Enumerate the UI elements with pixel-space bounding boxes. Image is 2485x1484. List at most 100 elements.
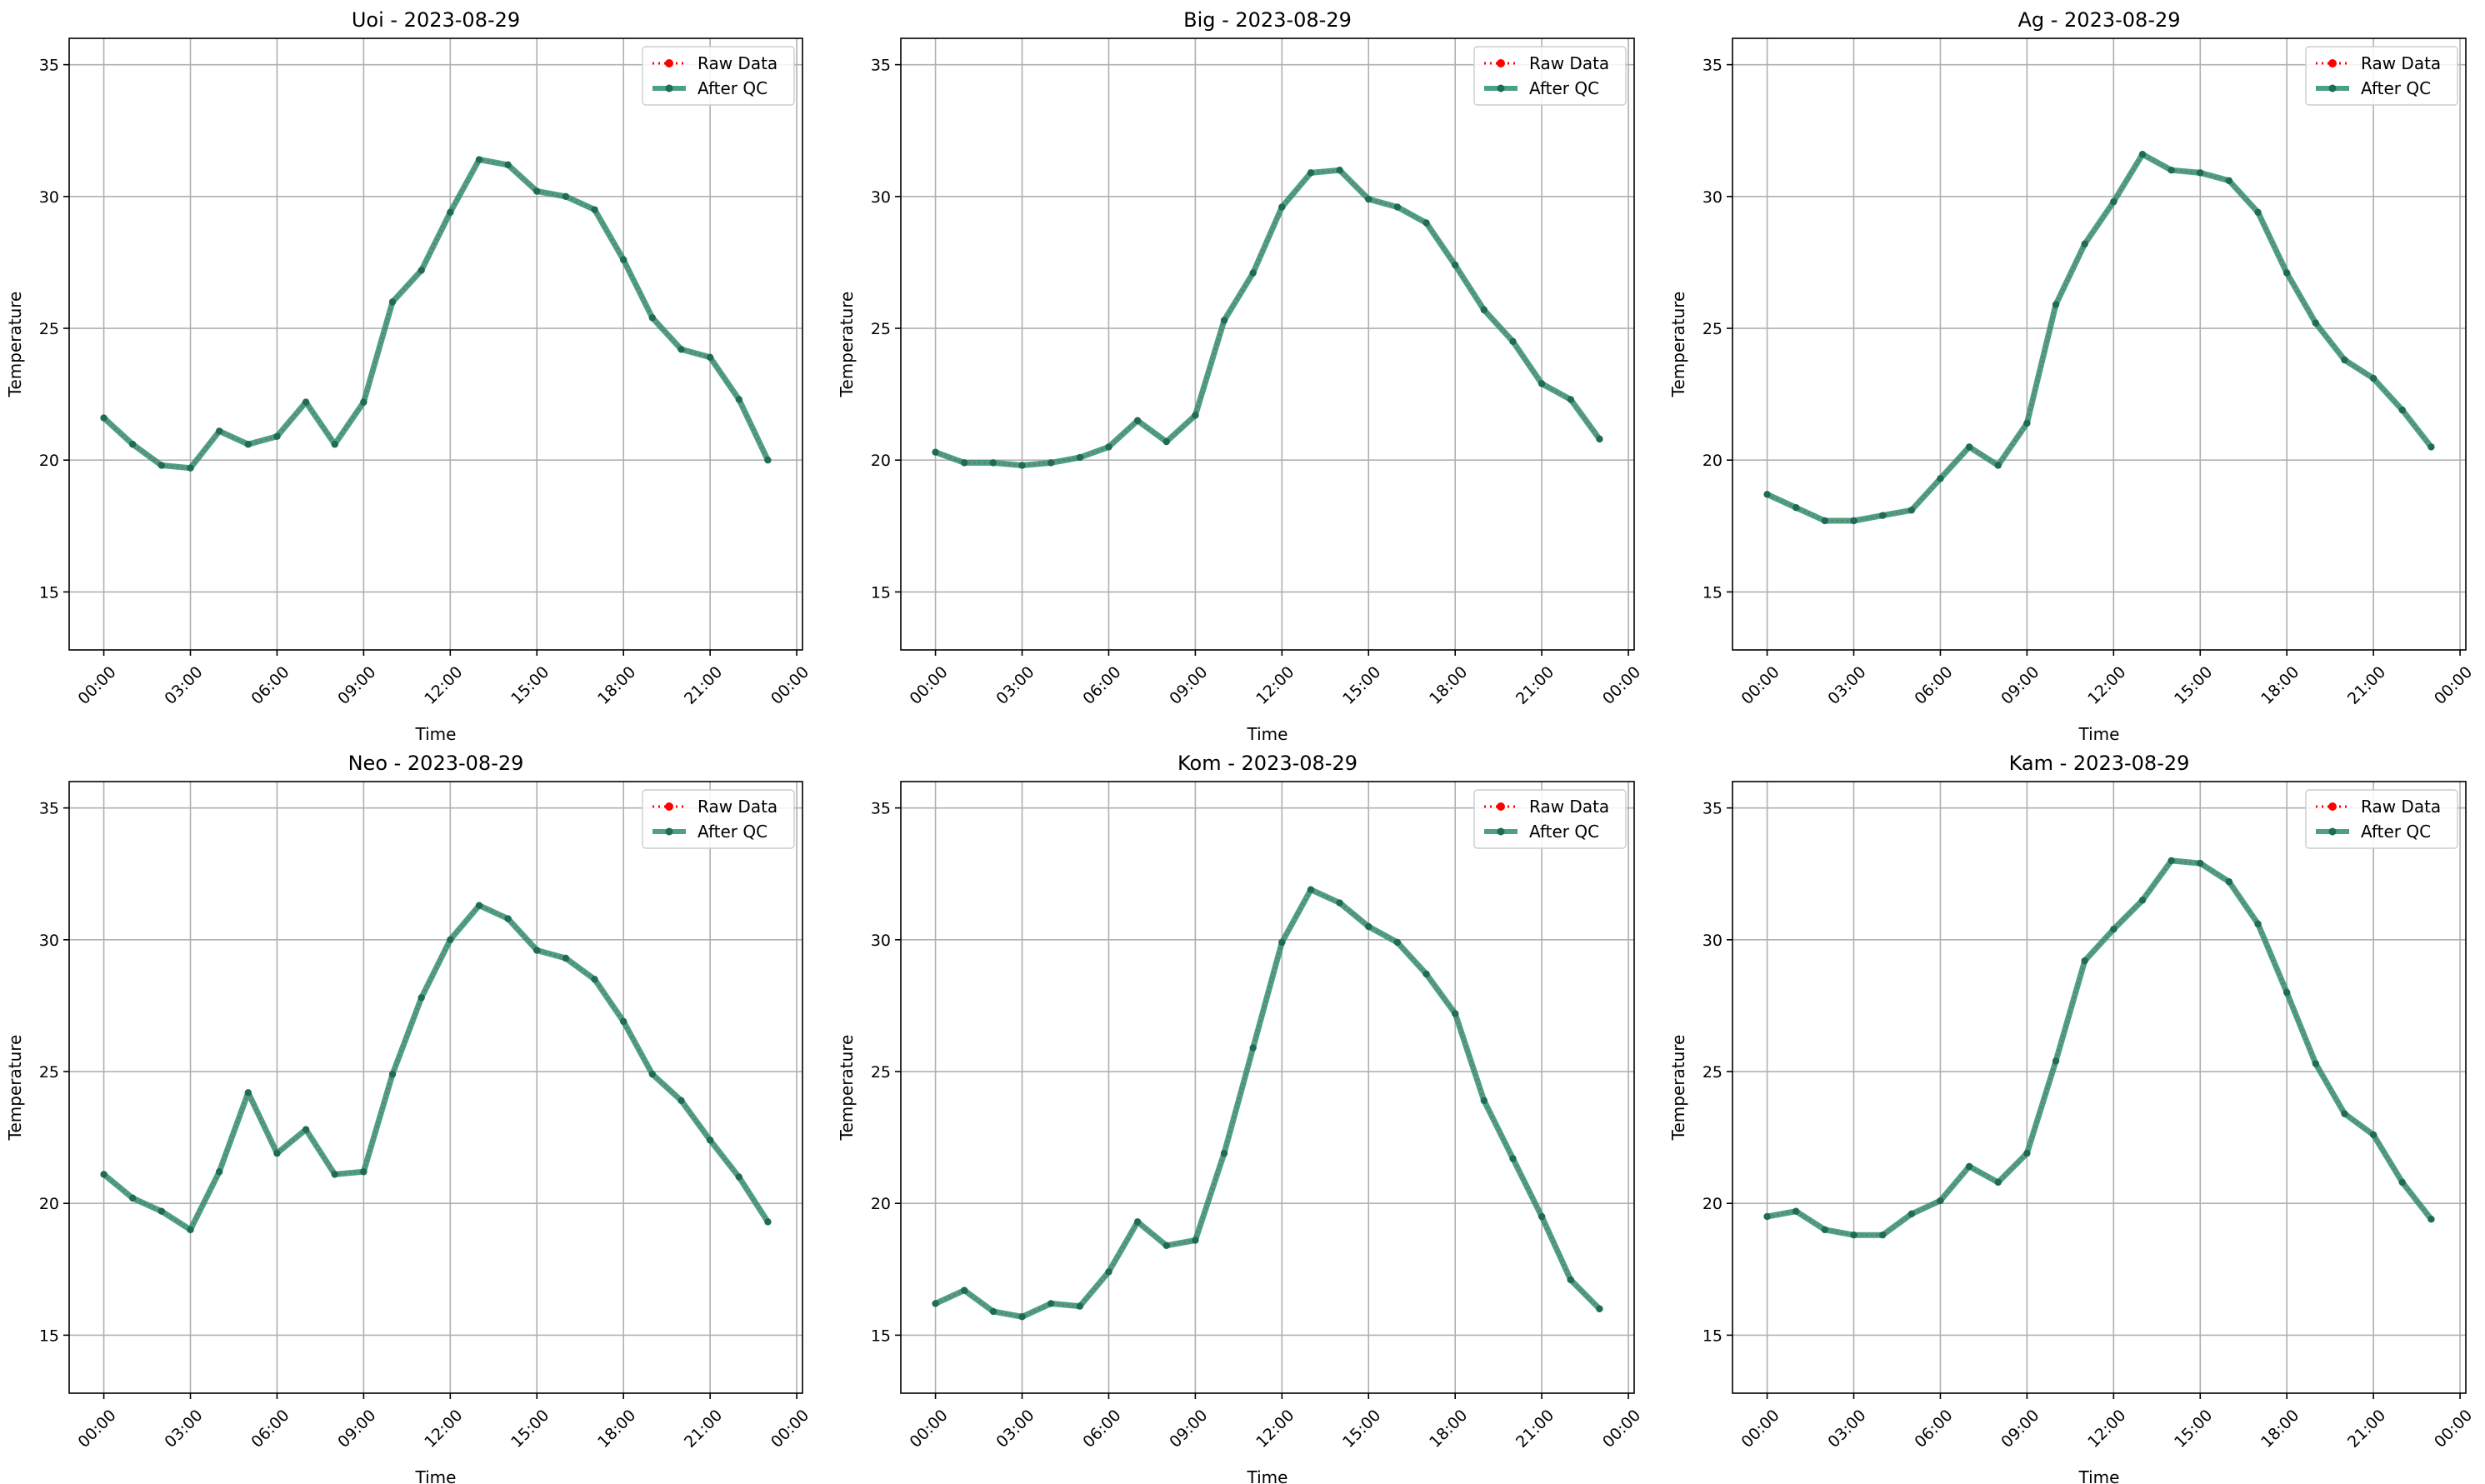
data-point <box>961 1287 968 1294</box>
data-point <box>1105 443 1112 451</box>
data-point <box>2081 957 2088 965</box>
data-point <box>1763 491 1771 498</box>
data-point <box>1365 195 1372 203</box>
data-point <box>158 462 166 469</box>
series-line-after-qc <box>1764 151 2434 524</box>
data-point <box>1538 380 1546 387</box>
data-point <box>302 1126 310 1133</box>
legend-label-raw-data: Raw Data <box>2361 53 2441 73</box>
y-tick-label: 25 <box>871 320 891 338</box>
data-point <box>1763 1212 1771 1221</box>
data-point <box>2225 878 2233 886</box>
data-point <box>932 1300 939 1307</box>
data-point <box>100 414 108 422</box>
data-point <box>1878 512 1887 519</box>
y-tick-label: 15 <box>39 1327 59 1345</box>
y-tick-label: 30 <box>39 932 59 950</box>
x-axis-label: Time <box>2078 1467 2120 1484</box>
chart-title: Kom - 2023-08-29 <box>1178 752 1358 775</box>
x-tick-label: 00:00 <box>1599 663 1644 708</box>
data-point <box>244 441 252 448</box>
data-point <box>1162 1242 1170 1250</box>
x-tick-label: 00:00 <box>768 1407 812 1452</box>
data-point <box>1105 1268 1112 1276</box>
x-tick-label: 09:00 <box>1166 1407 1211 1452</box>
data-point <box>1878 1231 1887 1239</box>
legend-qc-marker <box>1497 827 1505 836</box>
data-point <box>504 915 512 922</box>
data-point <box>1422 219 1430 227</box>
data-point <box>1307 169 1315 177</box>
data-point <box>1307 886 1315 893</box>
data-point <box>2110 197 2118 206</box>
y-tick-label: 20 <box>1702 452 1722 470</box>
data-point <box>1792 1207 1800 1215</box>
x-tick-label: 03:00 <box>992 1407 1038 1452</box>
legend-qc-marker <box>1497 84 1505 92</box>
x-tick-label: 00:00 <box>1599 1407 1644 1452</box>
data-point <box>1480 1097 1488 1105</box>
series-line-raw-data <box>102 904 769 1232</box>
data-point <box>1018 1313 1026 1321</box>
data-point <box>1965 443 1973 451</box>
series-line-after-qc <box>932 887 1602 1320</box>
data-point <box>2254 920 2262 928</box>
data-point <box>706 1137 714 1144</box>
data-point <box>562 954 570 962</box>
x-tick-label: 12:00 <box>1252 663 1298 708</box>
data-point <box>129 441 137 448</box>
chart-title: Ag - 2023-08-29 <box>2018 8 2180 32</box>
data-point <box>215 1168 223 1176</box>
y-tick-label: 35 <box>39 800 59 818</box>
chart-panel-4: 15 20 25 30 35 00:00 03:00 06:00 09:00 12:00 15:00… <box>837 752 1644 1484</box>
legend-raw-marker <box>2328 802 2337 811</box>
chart-panel-1: 15 20 25 30 35 00:00 03:00 06:00 09:00 12:00 15:00… <box>837 8 1644 744</box>
data-point <box>562 192 570 201</box>
x-tick-label: 00:00 <box>74 663 119 708</box>
x-tick-label: 09:00 <box>1166 663 1211 708</box>
grid <box>69 782 802 1393</box>
x-axis-label: Time <box>415 724 457 744</box>
legend-label-after-qc: After QC <box>1529 822 1599 842</box>
x-tick-label: 12:00 <box>1252 1407 1298 1452</box>
legend-label-after-qc: After QC <box>2361 78 2431 98</box>
data-point <box>1965 1162 1973 1171</box>
data-point <box>2168 857 2175 865</box>
data-point <box>1567 1276 1574 1284</box>
x-tick-label: 21:00 <box>2344 663 2389 708</box>
y-tick-label: 20 <box>871 1195 891 1213</box>
y-tick-label: 15 <box>1702 1327 1722 1345</box>
data-point <box>678 346 685 353</box>
x-tick-label: 00:00 <box>768 663 812 708</box>
series-line-after-qc <box>932 167 1602 468</box>
data-point <box>1278 203 1286 211</box>
x-axis-label: Time <box>415 1467 457 1484</box>
y-tick-label: 15 <box>39 583 59 602</box>
data-point <box>215 427 223 435</box>
data-point <box>735 1173 742 1181</box>
data-point <box>1336 899 1343 907</box>
data-point <box>1937 475 1944 482</box>
chart-title: Kam - 2023-08-29 <box>2009 752 2190 775</box>
legend-label-after-qc: After QC <box>1529 78 1599 98</box>
series-line-raw-data <box>935 888 1601 1318</box>
x-tick-label: 00:00 <box>1738 663 1782 708</box>
x-tick-label: 15:00 <box>2171 1407 2216 1452</box>
y-tick-label: 35 <box>1702 800 1722 818</box>
x-tick-label: 21:00 <box>681 1407 726 1452</box>
y-tick-label: 25 <box>1702 1063 1722 1082</box>
x-tick-label: 00:00 <box>1738 1407 1782 1452</box>
series-line-raw-data <box>1767 152 2432 522</box>
x-tick-label: 15:00 <box>1339 663 1384 708</box>
data-point <box>1821 1226 1829 1234</box>
y-axis-label: Temperature <box>5 1035 25 1142</box>
data-point <box>619 256 628 263</box>
data-point <box>158 1207 166 1215</box>
chart-panel-5: 15 20 25 30 35 00:00 03:00 06:00 09:00 12:00 15:00… <box>1668 752 2476 1484</box>
data-point <box>2023 419 2031 427</box>
legend: Raw Data After QC <box>1473 789 1627 849</box>
data-point <box>244 1089 252 1097</box>
legend-raw-marker <box>1497 59 1505 67</box>
y-tick-label: 20 <box>1702 1195 1722 1213</box>
y-tick-label: 35 <box>1702 57 1722 75</box>
